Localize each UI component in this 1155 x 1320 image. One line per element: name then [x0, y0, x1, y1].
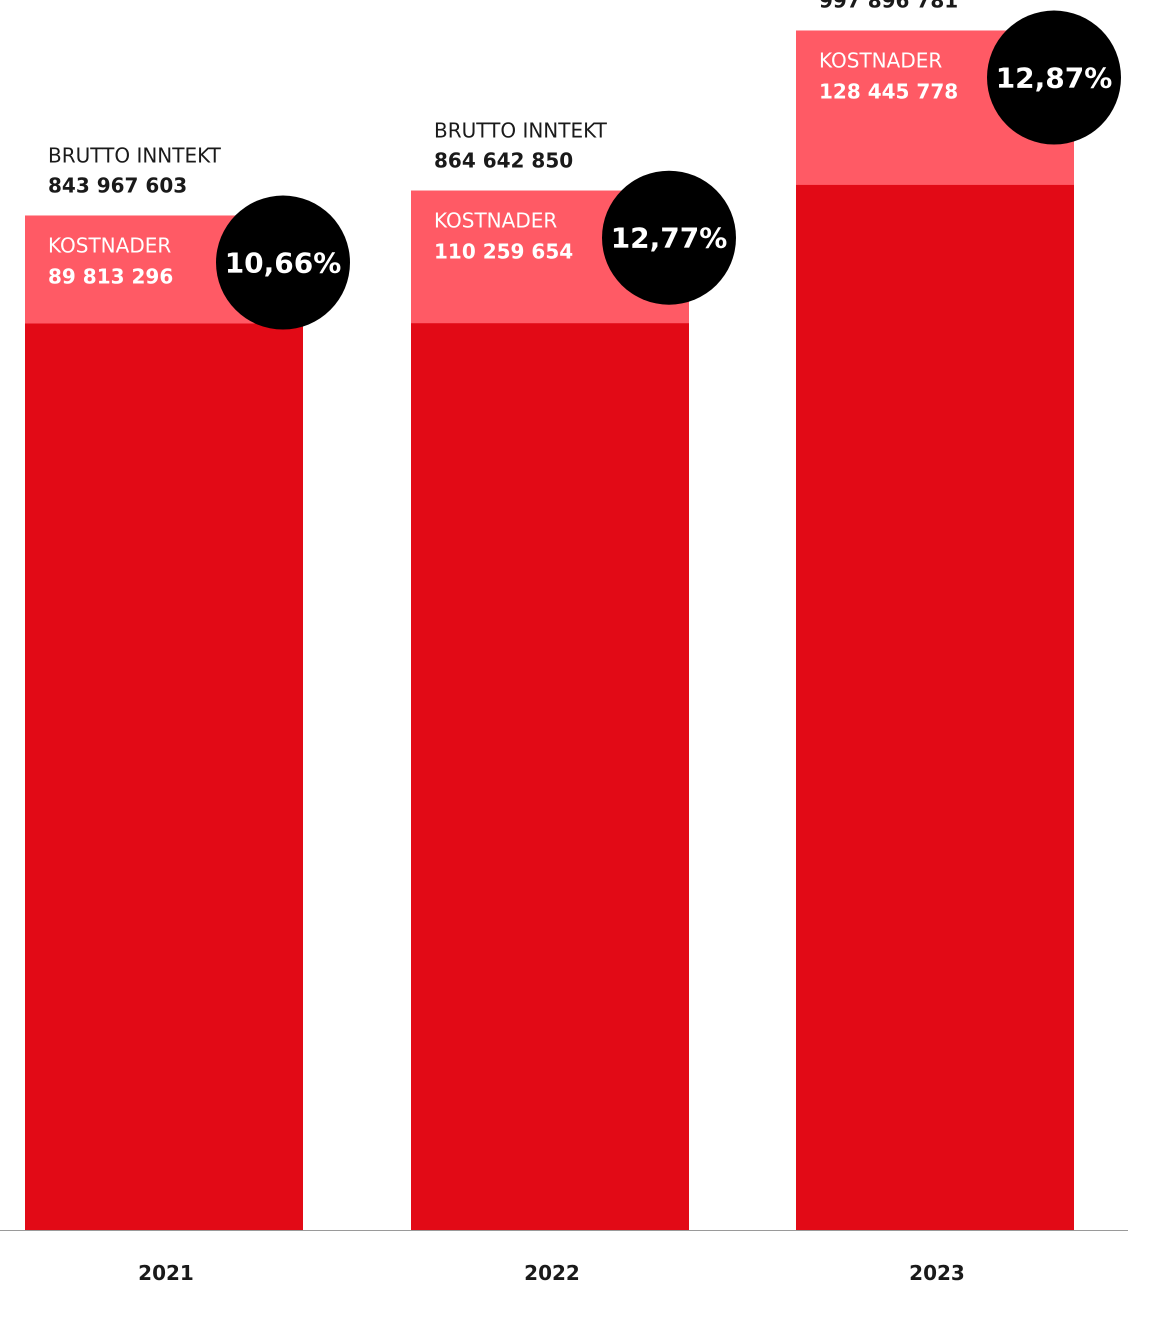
cost-value-label: 128 445 778 [819, 80, 958, 104]
income-label-heading: BRUTTO INNTEKT [434, 119, 608, 143]
income-bar-2022 [411, 190, 689, 1230]
cost-share-label: 12,87% [996, 62, 1113, 95]
percent-circle-2021 [216, 195, 350, 330]
cost-label-heading: KOSTNADER [434, 209, 557, 233]
x-tick-label: 2021 [138, 1261, 194, 1285]
x-tick-label: 2023 [909, 1261, 965, 1285]
income-bar-2021 [25, 215, 303, 1231]
income-label-heading: BRUTTO INNTEKT [48, 144, 222, 168]
x-tick-label: 2022 [524, 1261, 580, 1285]
percent-circle-2022 [602, 170, 736, 305]
percent-circle-2023 [987, 10, 1121, 145]
cost-value-label: 89 813 296 [48, 265, 173, 289]
income-value-label: 997 896 781 [819, 0, 958, 13]
cost-label-heading: KOSTNADER [819, 49, 942, 73]
cost-value-label: 110 259 654 [434, 240, 573, 264]
income-bar-2023 [796, 30, 1074, 1230]
income-value-label: 864 642 850 [434, 149, 573, 173]
cost-share-label: 12,77% [611, 222, 728, 255]
income-value-label: 843 967 603 [48, 174, 187, 198]
cost-label-heading: KOSTNADER [48, 234, 171, 258]
cost-share-label: 10,66% [225, 247, 342, 280]
